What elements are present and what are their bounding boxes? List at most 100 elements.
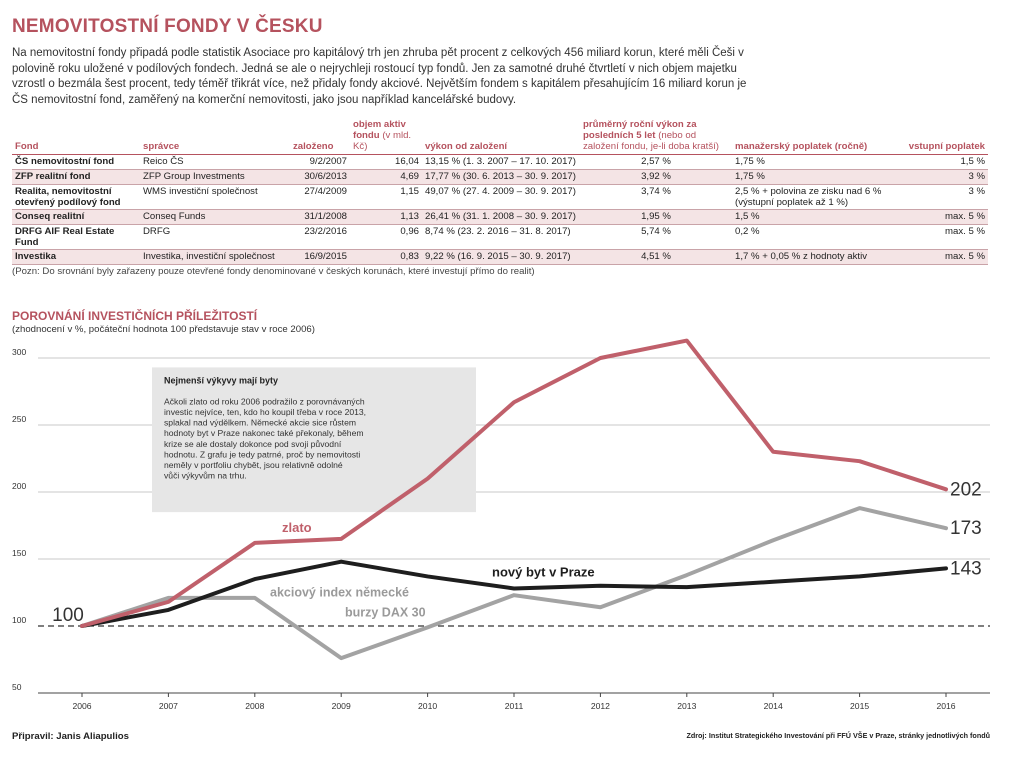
col-performance: výkon od založení	[422, 118, 580, 155]
col-avg-note: (nebo od založení fondu, je-li doba krat…	[583, 130, 719, 152]
table-note: (Pozn: Do srovnání byly zařazeny pouze o…	[12, 266, 535, 277]
cell-manager: DRFG	[140, 224, 290, 250]
y-tick-label: 50	[12, 682, 22, 692]
cell-entry: max. 5 %	[896, 209, 988, 225]
end-value-label-1: 143	[950, 558, 982, 579]
cell-assets: 4,69	[350, 169, 422, 185]
x-tick-label: 2010	[418, 701, 437, 711]
cell-fund: ZFP realitní fond	[12, 169, 140, 185]
col-assets-unit: (v mld. Kč)	[353, 130, 412, 152]
table-row: Realita, nemovitostní otevřený podílový …	[12, 184, 988, 210]
col-avg: průměrný roční výkon za posledních 5 let…	[580, 118, 732, 155]
col-manager: správce	[140, 118, 290, 155]
cell-avg: 4,51 %	[580, 249, 732, 265]
cell-avg: 5,74 %	[580, 224, 732, 250]
table-row: Conseq realitní Conseq Funds 31/1/2008 1…	[12, 209, 988, 225]
chart-subtitle: (zhodnocení v %, počáteční hodnota 100 p…	[12, 324, 315, 335]
cell-entry: 3 %	[896, 169, 988, 185]
cell-fee: 1,5 %	[732, 209, 896, 225]
footer-author: Připravil: Janis Aliapulios	[12, 731, 129, 742]
cell-entry: max. 5 %	[896, 224, 988, 250]
x-tick-label: 2016	[936, 701, 955, 711]
y-tick-label: 200	[12, 481, 26, 491]
x-tick-label: 2008	[245, 701, 264, 711]
cell-performance: 49,07 % (27. 4. 2009 – 30. 9. 2017)	[422, 184, 580, 210]
annotation-title: Nejmenší výkyvy mají byty	[164, 375, 278, 385]
annotation-line: investic nejvíce, ten, kdo ho koupil tře…	[164, 407, 366, 417]
cell-fund: Realita, nemovitostní otevřený podílový …	[12, 184, 140, 210]
cell-entry: 3 %	[896, 184, 988, 210]
cell-manager: Investika, investiční společnost	[140, 249, 290, 265]
cell-founded: 16/9/2015	[290, 249, 350, 265]
cell-founded: 31/1/2008	[290, 209, 350, 225]
x-tick-label: 2015	[850, 701, 869, 711]
cell-performance: 9,22 % (16. 9. 2015 – 30. 9. 2017)	[422, 249, 580, 265]
cell-founded: 30/6/2013	[290, 169, 350, 185]
cell-fund: Conseq realitní	[12, 209, 140, 225]
cell-entry: max. 5 %	[896, 249, 988, 265]
x-tick-label: 2009	[332, 701, 351, 711]
annotation-line: splakal nad výdělkem. Německé akcie sice…	[164, 418, 356, 428]
x-tick-label: 2011	[505, 701, 524, 711]
table-header-row: Fond správce založeno objem aktiv fondu …	[12, 118, 988, 155]
end-value-label-0: 202	[950, 479, 982, 500]
footer-source: Zdroj: Institut Strategického Investován…	[686, 731, 990, 740]
annotation-line: hodnotu. Z grafu je tedy patrné, proč by…	[164, 449, 360, 459]
series-label-dax-line1: akciový index německé	[270, 586, 409, 600]
cell-performance: 8,74 % (23. 2. 2016 – 31. 8. 2017)	[422, 224, 580, 250]
cell-entry: 1,5 %	[896, 154, 988, 170]
annotation-line: vůči výkyvům na trhu.	[164, 471, 247, 481]
cell-fee: 0,2 %	[732, 224, 896, 250]
y-tick-label: 150	[12, 548, 26, 558]
cell-founded: 27/4/2009	[290, 184, 350, 210]
col-fee: manažerský poplatek (ročně)	[732, 118, 896, 155]
annotation-line: Ačkoli zlato od roku 2006 podražilo z po…	[164, 396, 365, 406]
cell-assets: 1,13	[350, 209, 422, 225]
y-tick-label: 250	[12, 414, 26, 424]
cell-fee: 1,7 % + 0,05 % z hodnoty aktiv	[732, 249, 896, 265]
y-tick-label: 100	[12, 615, 26, 625]
cell-assets: 16,04	[350, 154, 422, 170]
cell-founded: 9/2/2007	[290, 154, 350, 170]
cell-performance: 26,41 % (31. 1. 2008 – 30. 9. 2017)	[422, 209, 580, 225]
cell-avg: 1,95 %	[580, 209, 732, 225]
x-tick-label: 2013	[677, 701, 696, 711]
x-tick-label: 2007	[159, 701, 178, 711]
cell-fund: Investika	[12, 249, 140, 265]
table-row: Investika Investika, investiční společno…	[12, 249, 988, 265]
series-line-2	[80, 506, 948, 661]
col-entry: vstupní poplatek	[896, 118, 988, 155]
table-row: ZFP realitní fond ZFP Group Investments …	[12, 169, 988, 185]
end-value-label-2: 173	[950, 518, 982, 539]
x-tick-label: 2014	[764, 701, 783, 711]
col-assets: objem aktiv fondu (v mld. Kč)	[350, 118, 422, 155]
cell-manager: Conseq Funds	[140, 209, 290, 225]
cell-assets: 0,83	[350, 249, 422, 265]
cell-performance: 13,15 % (1. 3. 2007 – 17. 10. 2017)	[422, 154, 580, 170]
annotation-line: krize se ale dostaly dokonce pod svoji p…	[164, 439, 342, 449]
table-row: DRFG AIF Real Estate Fund DRFG 23/2/2016…	[12, 224, 988, 250]
cell-manager: WMS investiční společnost	[140, 184, 290, 210]
chart-title: POROVNÁNÍ INVESTIČNÍCH PŘÍLEŽITOSTÍ	[12, 309, 258, 323]
col-founded: založeno	[290, 118, 350, 155]
x-tick-label: 2006	[72, 701, 91, 711]
cell-fee: 1,75 %	[732, 169, 896, 185]
x-tick-label: 2012	[591, 701, 610, 711]
start-value-label: 100	[52, 605, 84, 626]
col-avg-label: průměrný roční výkon za posledních 5 let	[583, 119, 697, 141]
series-label-zlato: zlato	[282, 520, 312, 535]
series-label-dax-line2: burzy DAX 30	[345, 606, 426, 620]
cell-avg: 2,57 %	[580, 154, 732, 170]
annotation-box	[152, 367, 476, 513]
cell-founded: 23/2/2016	[290, 224, 350, 250]
table-row: ČS nemovitostní fond Reico ČS 9/2/2007 1…	[12, 154, 988, 170]
cell-fund: ČS nemovitostní fond	[12, 154, 140, 170]
annotation-line: neměly v portfoliu chybět, jsou relativn…	[164, 460, 343, 470]
funds-table: Fond správce založeno objem aktiv fondu …	[12, 118, 988, 265]
cell-avg: 3,92 %	[580, 169, 732, 185]
cell-fee: 1,75 %	[732, 154, 896, 170]
cell-manager: Reico ČS	[140, 154, 290, 170]
cell-manager: ZFP Group Investments	[140, 169, 290, 185]
line-chart: 50 100 150 200 250 300 Nejmenší výkyvy mají by…	[12, 338, 990, 711]
cell-assets: 1,15	[350, 184, 422, 210]
